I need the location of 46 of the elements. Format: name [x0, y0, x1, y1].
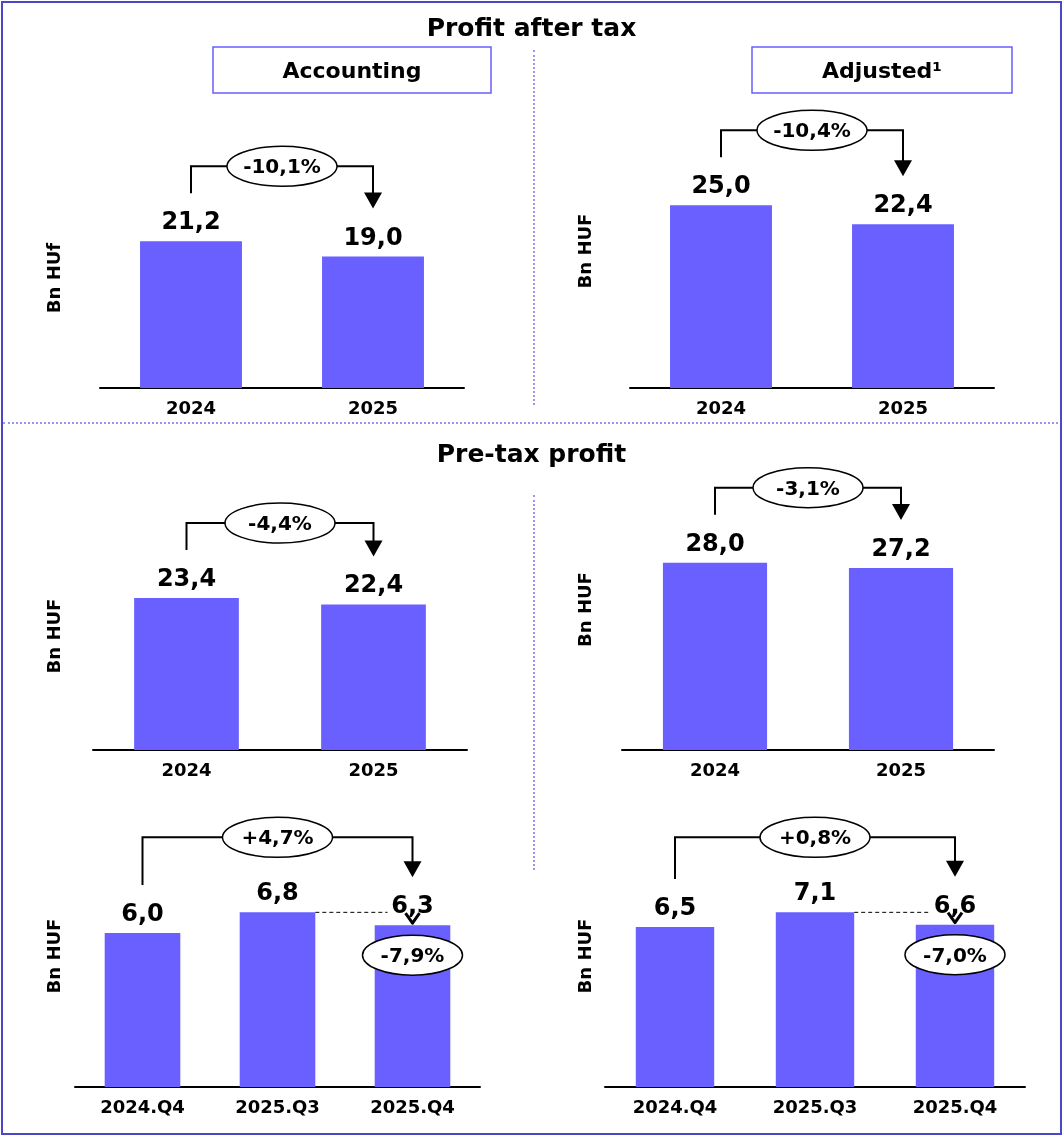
chart-title: Adjusted¹: [822, 57, 942, 83]
data-label: 6,8: [256, 878, 299, 907]
x-tick-label: 2024.Q4: [100, 1095, 185, 1117]
x-tick-label: 2025: [348, 758, 399, 780]
data-label: 6,3: [391, 891, 434, 920]
x-tick-label: 2024.Q4: [632, 1095, 718, 1117]
y-axis-title: Bn HUF: [573, 213, 595, 289]
y-axis-title: Bn HUf: [42, 242, 64, 314]
text: -10,1%: [243, 154, 321, 179]
y-axis-title: Bn HUF: [573, 572, 595, 647]
data-label: 27,2: [871, 534, 931, 563]
text: +0,8%: [778, 825, 852, 850]
data-label: 6,5: [653, 893, 697, 922]
text: Profit after tax: [425, 12, 638, 44]
y-axis-title: Bn HUF: [42, 918, 64, 994]
data-label: 6,6: [933, 890, 977, 919]
data-label: 7,1: [793, 878, 837, 907]
data-label: 28,0: [685, 528, 745, 557]
x-tick-label: 2025.Q4: [370, 1095, 455, 1117]
annotation: -7,9%: [380, 943, 445, 968]
x-tick-label: 2025: [875, 758, 927, 780]
x-tick-label: 2024: [165, 396, 217, 418]
x-tick-label: 2025.Q3: [772, 1095, 858, 1117]
x-tick-label: 2024: [695, 396, 747, 418]
x-tick-label: 2025: [877, 396, 929, 418]
data-label: 21,2: [161, 207, 221, 236]
x-tick-label: 2025.Q4: [912, 1095, 998, 1117]
data-label: 6,0: [121, 898, 164, 927]
annotation: -7,0%: [923, 942, 987, 967]
x-tick-label: 2025: [347, 396, 399, 418]
data-label: 25,0: [691, 171, 751, 200]
chart-title: Accounting: [282, 57, 422, 83]
data-label: 22,4: [343, 570, 404, 599]
y-axis-title: Bn HUF: [573, 918, 595, 994]
text: -10,4%: [773, 118, 851, 143]
x-tick-label: 2024: [161, 758, 212, 780]
data-label: 19,0: [343, 222, 403, 251]
x-tick-label: 2025.Q3: [235, 1095, 320, 1117]
text: +4,7%: [241, 825, 314, 850]
data-label: 22,4: [873, 190, 933, 219]
data-label: 23,4: [156, 564, 217, 592]
text: -4,4%: [248, 511, 312, 535]
x-tick-label: 2024: [689, 758, 741, 780]
text: Pre-tax profit: [435, 438, 628, 470]
text: -3,1%: [776, 475, 840, 500]
y-axis-title: Bn HUF: [42, 598, 64, 674]
